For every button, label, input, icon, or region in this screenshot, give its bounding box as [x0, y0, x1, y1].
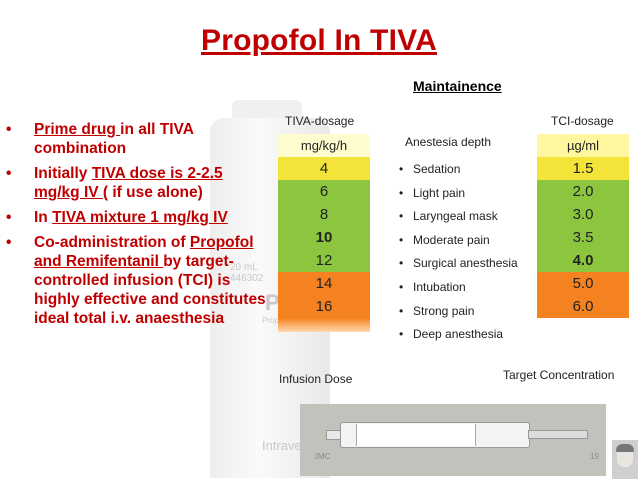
- depth-item: Moderate pain: [399, 229, 539, 253]
- depth-item: Laryngeal mask: [399, 205, 539, 229]
- bullet-part: TIVA mixture 1 mg/kg IV: [52, 209, 228, 226]
- vial-volume-text: 20 mL 446302: [230, 262, 264, 284]
- tci-value-cell: 5.0: [537, 272, 629, 295]
- maintenance-label: Maintainence: [413, 78, 502, 94]
- avatar-hair: [616, 444, 634, 452]
- tci-unit-cell: µg/ml: [537, 134, 629, 157]
- tci-value-cell: 4.0: [537, 249, 629, 272]
- bullet-icon: •: [6, 165, 12, 182]
- bullet-part: Co-administration of: [34, 234, 190, 251]
- tiva-dosage-header: TIVA-dosage: [285, 114, 355, 128]
- bullet-part: Propofol and Remifentanil: [34, 234, 254, 270]
- bullet-part: in all TIVA combination: [34, 121, 194, 157]
- bullet-part: by target-controlled infusion (TCI) is h…: [34, 253, 266, 327]
- tiva-value-cell: 14: [278, 272, 370, 295]
- tci-value-cell: 2.0: [537, 180, 629, 203]
- slide-title: Propofol In TIVA: [201, 24, 437, 57]
- tci-value-cell: 6.0: [537, 295, 629, 318]
- anesthesia-depth-header: Anestesia depth: [405, 135, 492, 149]
- tiva-unit-cell: mg/kg/h: [278, 134, 370, 157]
- tci-dosage-column: µg/ml 1.5 2.0 3.0 3.5 4.0 5.0 6.0: [537, 134, 629, 318]
- tci-value-cell: 1.5: [537, 157, 629, 180]
- tci-value-cell: 3.0: [537, 203, 629, 226]
- page-number: 19: [590, 452, 599, 461]
- depth-item: Sedation: [399, 158, 539, 182]
- tci-dosage-header: TCI-dosage: [551, 114, 614, 128]
- bullet-part: Initially: [34, 165, 92, 182]
- tiva-dosage-column: mg/kg/h 4 6 8 10 12 14 16: [278, 134, 370, 332]
- syringe-photo: [300, 404, 606, 476]
- avatar-face: [617, 447, 633, 467]
- watermark-text: JMC: [314, 452, 331, 461]
- bullet-part: Prime drug: [34, 121, 121, 138]
- tiva-value-cell: 6: [278, 180, 370, 203]
- depth-item: Light pain: [399, 182, 539, 206]
- bullet-list: • Prime drug in all TIVA combination • Ini…: [4, 120, 266, 334]
- depth-item: Deep anesthesia: [399, 323, 539, 347]
- depth-item: Surgical anesthesia: [399, 252, 539, 276]
- syringe-plunger: [528, 430, 588, 439]
- tiva-fade-cell: [278, 318, 370, 332]
- syringe-label: [356, 424, 476, 446]
- infusion-dose-label: Infusion Dose: [279, 372, 353, 386]
- target-concentration-label: Target Concentration: [503, 368, 615, 382]
- anesthesia-depth-list: Sedation Light pain Laryngeal mask Moder…: [399, 158, 539, 347]
- vial-sub-text: Propofol: [262, 316, 292, 325]
- tiva-value-cell: 4: [278, 157, 370, 180]
- bullet-icon: •: [6, 121, 12, 138]
- bullet-part: TIVA dose is 2-2.5 mg/kg IV: [34, 165, 223, 201]
- bullet-item: • Co-administration of Propofol and Remif…: [4, 233, 266, 328]
- depth-item: Intubation: [399, 276, 539, 300]
- tiva-value-cell: 16: [278, 295, 370, 318]
- bullet-part: ( if use alone): [102, 184, 203, 201]
- tci-value-cell: 3.5: [537, 226, 629, 249]
- bullet-icon: •: [6, 209, 12, 226]
- bullet-icon: •: [6, 234, 12, 251]
- bullet-item: • Prime drug in all TIVA combination: [4, 120, 266, 158]
- tiva-value-cell: 12: [278, 249, 370, 272]
- bullet-item: • In TIVA mixture 1 mg/kg IV: [4, 208, 266, 227]
- bullet-part: In: [34, 209, 53, 226]
- depth-item: Strong pain: [399, 300, 539, 324]
- tiva-dosage-panel: TIVA-dosage Anestesia depth TCI-dosage m…: [275, 110, 629, 390]
- tiva-value-cell: 10: [278, 226, 370, 249]
- bullet-item: • Initially TIVA dose is 2-2.5 mg/kg IV (…: [4, 164, 266, 202]
- tiva-value-cell: 8: [278, 203, 370, 226]
